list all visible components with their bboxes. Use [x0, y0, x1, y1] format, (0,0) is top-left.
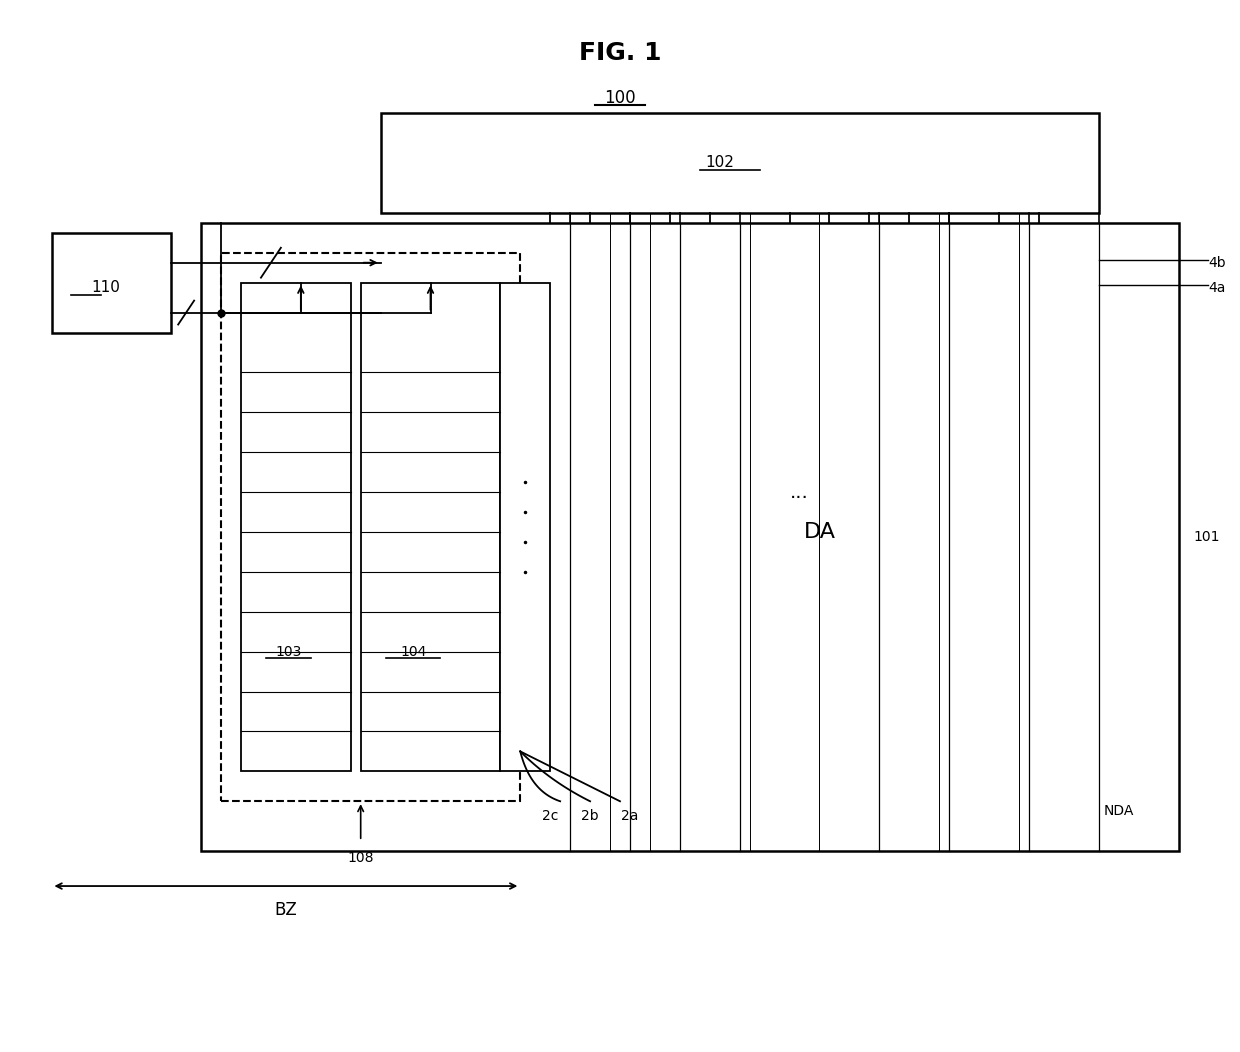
Text: DA: DA [804, 522, 836, 542]
Text: 100: 100 [604, 89, 636, 107]
Text: 2b: 2b [582, 809, 599, 824]
Text: 104: 104 [401, 645, 427, 659]
Text: 110: 110 [92, 280, 120, 296]
Text: 101: 101 [1193, 530, 1220, 544]
Text: 103: 103 [277, 645, 303, 659]
FancyBboxPatch shape [201, 223, 1178, 851]
FancyBboxPatch shape [241, 283, 351, 771]
Text: 108: 108 [347, 851, 374, 865]
Text: 4a: 4a [1209, 281, 1226, 295]
Text: 2a: 2a [621, 809, 639, 824]
Text: BZ: BZ [274, 901, 298, 919]
Text: ...: ... [790, 483, 808, 502]
FancyBboxPatch shape [381, 114, 1099, 213]
Text: 4b: 4b [1209, 256, 1226, 269]
FancyBboxPatch shape [361, 283, 500, 771]
Text: FIG. 1: FIG. 1 [579, 41, 661, 65]
FancyBboxPatch shape [221, 252, 521, 802]
FancyBboxPatch shape [52, 232, 171, 332]
FancyBboxPatch shape [500, 283, 551, 771]
Text: 2c: 2c [542, 809, 558, 824]
Text: NDA: NDA [1104, 804, 1133, 818]
Text: 102: 102 [706, 156, 734, 170]
